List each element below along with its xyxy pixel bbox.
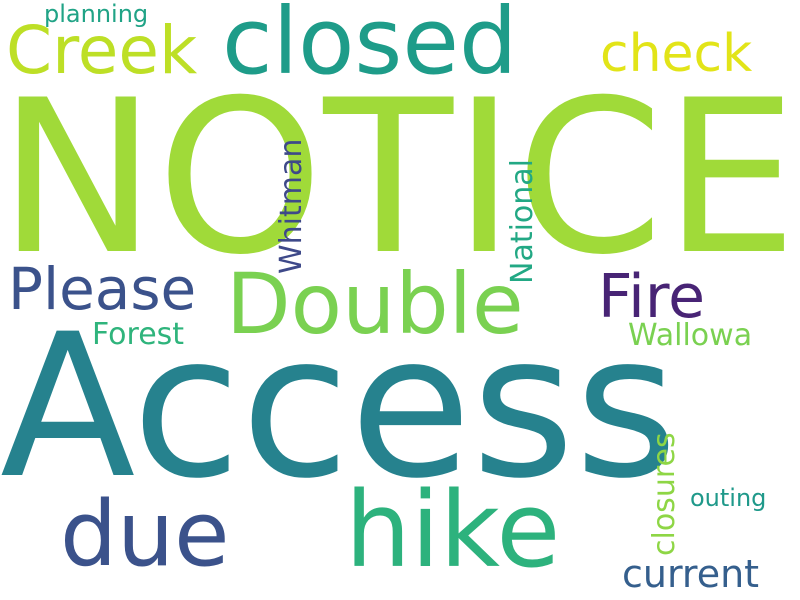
word-planning: planning [44, 0, 149, 28]
word-wallowa: Wallowa [628, 318, 753, 353]
word-creek: Creek [6, 12, 198, 89]
word-current: current [622, 552, 760, 596]
word-double: Double [226, 255, 524, 353]
word-check: check [600, 24, 753, 84]
word-closed: closed [222, 0, 518, 95]
word-national: National [505, 158, 540, 284]
word-please: Please [8, 255, 197, 323]
word-closures: closures [647, 432, 682, 556]
word-notice: NOTICE [0, 54, 798, 301]
word-hike: hike [345, 469, 561, 591]
word-due: due [60, 482, 230, 587]
word-access: Access [0, 291, 678, 522]
word-outing: outing [690, 484, 767, 512]
word-whitman: Whitman [274, 138, 309, 274]
word-forest: Forest [92, 317, 185, 352]
word-fire: Fire [598, 262, 706, 332]
